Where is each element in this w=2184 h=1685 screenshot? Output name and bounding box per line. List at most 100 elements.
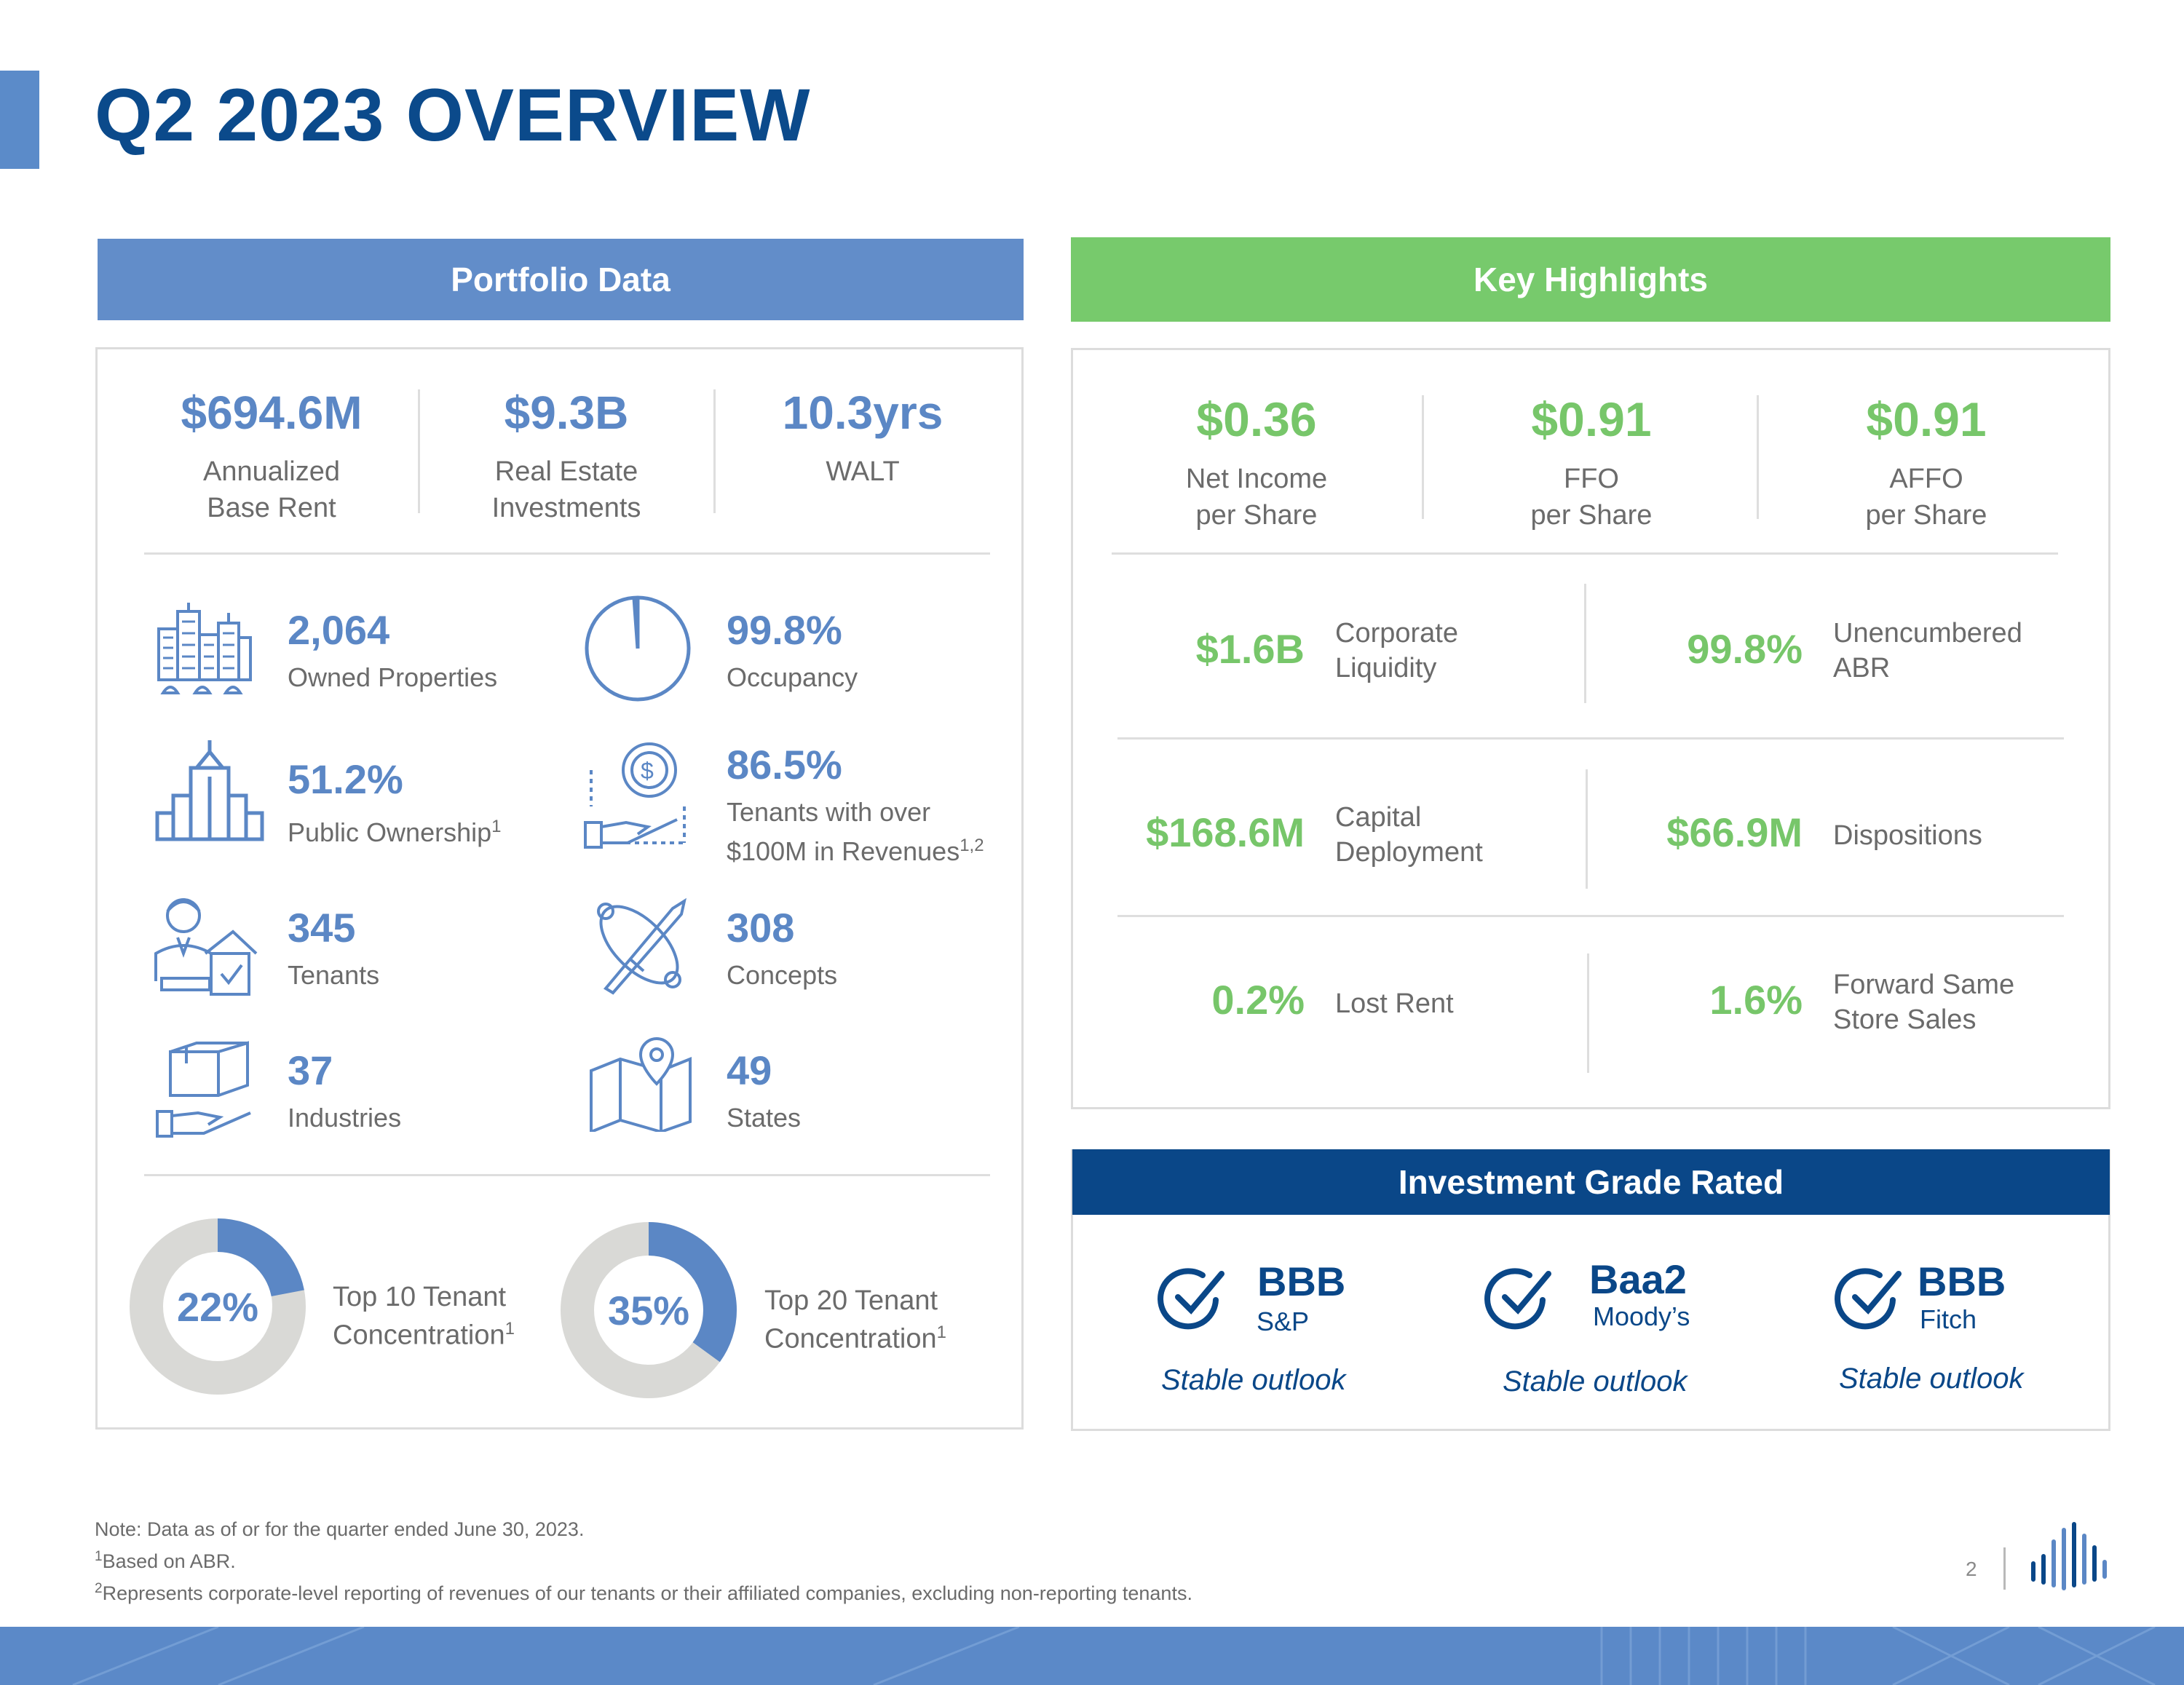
lost-rent-value: 0.2% xyxy=(1211,977,1305,1023)
metric-value: 37 xyxy=(288,1047,333,1093)
moodys-agency: Moody’s xyxy=(1593,1301,1690,1331)
donut-label-line1: Top 10 Tenant xyxy=(333,1282,507,1312)
hand-dollar-coin-icon: $ xyxy=(582,741,692,850)
lost-rent-label: Lost Rent xyxy=(1335,988,1454,1019)
investment-grade-header: Investment Grade Rated xyxy=(1072,1149,2110,1215)
owned-properties-metric: 2,064 Owned Properties xyxy=(288,610,497,694)
fitch-rating: BBB xyxy=(1918,1258,2006,1304)
industries-metric: 37 Industries xyxy=(288,1050,401,1135)
divider xyxy=(1584,584,1586,703)
divider xyxy=(1587,953,1589,1073)
forward-same-store-sales-label: Forward Same Store Sales xyxy=(1833,970,2015,1035)
key-highlights-header: Key Highlights xyxy=(1071,237,2110,322)
stat-label: Real Estate Investments xyxy=(491,456,641,523)
tenants-over-100m-metric: 86.5% Tenants with over $100M in Revenue… xyxy=(727,745,984,868)
fitch-outlook: Stable outlook xyxy=(1839,1363,2024,1395)
top10-concentration-arc xyxy=(130,1218,306,1395)
metric-value: 49 xyxy=(727,1047,772,1093)
sp-rating: BBB xyxy=(1257,1258,1346,1304)
metric-value: 345 xyxy=(288,905,356,951)
check-circle-icon xyxy=(1158,1264,1227,1333)
portfolio-panel xyxy=(95,347,1024,1430)
top20-percent: 35% xyxy=(607,1288,690,1333)
unencumbered-abr-value: 99.8% xyxy=(1687,626,1803,672)
top20-concentration-donut xyxy=(561,1222,737,1398)
design-pen-icon xyxy=(588,894,690,996)
title-accent-bar xyxy=(0,71,39,169)
divider xyxy=(1112,552,2058,555)
check-circle-icon xyxy=(1835,1264,1904,1333)
top20-concentration-arc xyxy=(561,1222,737,1398)
divider xyxy=(144,552,990,555)
metric-label: Owned Properties xyxy=(288,662,498,692)
divider xyxy=(1117,737,2064,740)
divider xyxy=(713,389,716,513)
donut-label-line2: Concentration xyxy=(333,1320,505,1351)
tenant-house-icon xyxy=(151,894,258,997)
unencumbered-abr-label: Unencumbered ABR xyxy=(1833,618,2022,683)
occupancy-metric: 99.8% Occupancy xyxy=(727,610,858,694)
top10-percent: 22% xyxy=(176,1284,259,1330)
public-ownership-metric: 51.2% Public Ownership1 xyxy=(288,759,501,849)
stat-value: $0.91 xyxy=(1531,392,1652,446)
real-estate-investments-stat: $9.3B Real Estate Investments xyxy=(421,389,712,526)
footnote-2: Represents corporate-level reporting of … xyxy=(102,1582,1192,1604)
stat-label: WALT xyxy=(826,456,900,487)
metric-value: 51.2% xyxy=(288,756,403,802)
sp-agency: S&P xyxy=(1257,1307,1310,1336)
divider xyxy=(1422,395,1424,519)
donut-label-line1: Top 20 Tenant xyxy=(764,1285,938,1316)
divider xyxy=(418,389,420,513)
moodys-outlook: Stable outlook xyxy=(1503,1365,1688,1397)
divider xyxy=(2003,1547,2006,1590)
top20-label: Top 20 Tenant Concentration1 xyxy=(764,1285,946,1355)
dispositions-label: Dispositions xyxy=(1833,820,1982,851)
stat-label: FFO per Share xyxy=(1530,464,1653,531)
stat-value: $694.6M xyxy=(181,386,363,439)
metric-label-line2: $100M in Revenues xyxy=(727,836,960,866)
corporate-liquidity-label: Corporate Liquidity xyxy=(1335,618,1458,683)
donut-label-line2: Concentration xyxy=(764,1323,937,1355)
stat-value: 10.3yrs xyxy=(782,386,943,439)
footnote-note: Note: Data as of or for the quarter ende… xyxy=(95,1518,585,1540)
sp-outlook: Stable outlook xyxy=(1161,1364,1346,1396)
stat-value: $0.36 xyxy=(1196,392,1317,446)
map-pin-icon xyxy=(588,1037,693,1132)
metric-label: Concepts xyxy=(727,960,838,990)
corporate-liquidity-value: $1.6B xyxy=(1195,626,1305,672)
skyscraper-icon xyxy=(153,739,266,842)
highlights-panel xyxy=(1071,348,2110,1109)
page-number: 2 xyxy=(1966,1558,1977,1580)
metric-value: 308 xyxy=(727,905,795,951)
top10-label: Top 10 Tenant Concentration1 xyxy=(333,1281,515,1352)
metric-label: Tenants xyxy=(288,960,380,990)
metric-value: 2,064 xyxy=(288,607,390,653)
divider xyxy=(1586,769,1588,889)
footnote-ref: 1 xyxy=(491,817,502,836)
metric-label: Occupancy xyxy=(727,662,858,692)
capital-deployment-label: Capital Deployment xyxy=(1335,802,1483,868)
stat-value: $0.91 xyxy=(1866,392,1987,446)
hand-box-icon xyxy=(153,1037,255,1139)
footnote-ref: 1 xyxy=(505,1319,515,1339)
footer-pattern xyxy=(72,1627,2156,1685)
dispositions-value: $66.9M xyxy=(1666,809,1803,855)
net-income-per-share-stat: $0.36 Net Income per Share xyxy=(1117,395,1396,534)
divider xyxy=(1757,395,1759,519)
tenants-metric: 345 Tenants xyxy=(288,908,379,992)
pie-occupancy-icon xyxy=(582,593,693,704)
footnote-ref: 1 xyxy=(936,1323,946,1342)
ffo-per-share-stat: $0.91 FFO per Share xyxy=(1452,395,1731,534)
company-logo-icon xyxy=(2027,1521,2112,1594)
divider xyxy=(1117,915,2064,917)
footnote-marker: 2 xyxy=(95,1581,103,1596)
svg-text:$: $ xyxy=(641,758,654,784)
fitch-agency: Fitch xyxy=(1920,1304,1977,1334)
footer-band xyxy=(0,1627,2184,1685)
forward-same-store-sales-value: 1.6% xyxy=(1709,977,1803,1023)
annualized-base-rent-stat: $694.6M Annualized Base Rent xyxy=(126,389,417,526)
stat-value: $9.3B xyxy=(504,386,629,439)
footnotes: Note: Data as of or for the quarter ende… xyxy=(95,1516,1192,1607)
metric-label: States xyxy=(727,1103,802,1133)
portfolio-data-header: Portfolio Data xyxy=(98,239,1024,320)
